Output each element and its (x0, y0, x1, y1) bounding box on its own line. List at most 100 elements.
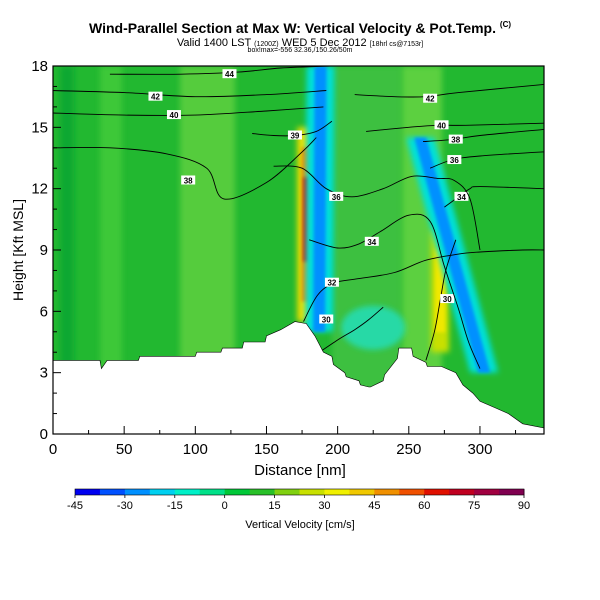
theta-contour-44-14 (109, 66, 331, 75)
colorbar-tick-label-1: -30 (117, 500, 133, 512)
theta-label-38-7: 38 (184, 176, 193, 185)
title-mark: (C) (499, 20, 512, 29)
colorbar-swatch-2 (124, 489, 151, 495)
theta-label-34-3: 34 (367, 238, 376, 247)
colorbar-swatch-16 (474, 489, 500, 495)
theta-label-bg-14 (222, 69, 237, 79)
colorbar-swatch-7 (249, 489, 276, 495)
theta-label-36-5: 36 (332, 193, 341, 202)
y-axis-label: Height [Kft MSL] (10, 199, 26, 301)
colorbar-swatch-14 (424, 489, 450, 495)
theta-label-34-4: 34 (457, 193, 466, 202)
colorbar-swatch-17 (499, 489, 525, 495)
colorbar-swatch-15 (449, 489, 475, 495)
colorbar-frame (74, 488, 525, 496)
theta-label-bg-8 (448, 134, 463, 144)
y-tick-label-3: 9 (40, 242, 48, 259)
theta-label-30-1: 30 (443, 295, 452, 304)
terrain-mask (53, 321, 544, 434)
chart-subtitle: Valid 1400 LST (1200Z) WED 5 Dec 2012 [1… (0, 37, 600, 49)
x-axis-label: Distance [nm] (254, 462, 346, 479)
theta-contour-36-6 (429, 151, 544, 169)
x-tick-label-6: 300 (467, 441, 492, 458)
theta-label-40-11: 40 (437, 121, 446, 130)
title-text: Wind-Parallel Section at Max W: Vertical… (88, 20, 497, 36)
colorbar-tick-label-3: 0 (222, 500, 228, 512)
theta-label-bg-4 (454, 191, 469, 201)
theta-label-32-2: 32 (327, 279, 336, 288)
colorbar-swatch-11 (349, 489, 375, 495)
chart-title: Wind-Parallel Section at Max W: Vertical… (0, 20, 600, 36)
colorbar: -45 -30 -15 0 15 30 45 60 75 90 (67, 488, 530, 512)
theta-label-bg-11 (434, 120, 449, 130)
theta-label-bg-6 (447, 155, 462, 165)
theta-contour-40-10 (53, 106, 324, 116)
theta-contour-42-12 (53, 90, 327, 98)
theta-contour-38-7 (53, 137, 317, 200)
theta-label-bg-5 (329, 191, 344, 201)
x-tick-label-5: 250 (396, 441, 421, 458)
x-tick-label-2: 100 (183, 441, 208, 458)
colorbar-tick-label-4: 15 (268, 500, 280, 512)
colorbar-swatch-3 (149, 489, 176, 495)
theta-contour-32-2 (303, 249, 544, 322)
colorbar-swatch-13 (399, 489, 425, 495)
downdraft-core-1 (313, 66, 327, 332)
theta-label-42-13: 42 (426, 95, 435, 104)
y-tick-label-5: 15 (31, 119, 48, 136)
colorbar-tick-label-0: -45 (67, 500, 83, 512)
y-tick-label-4: 12 (31, 181, 48, 198)
x-tick-label-4: 200 (325, 441, 350, 458)
subtitle-date: WED 5 Dec 2012 (281, 37, 367, 49)
lee-downdraft-region (341, 305, 406, 350)
x-tick-label-0: 0 (49, 441, 57, 458)
colorbar-tick-label-5: 30 (318, 500, 330, 512)
colorbar-tick-label-2: -15 (167, 500, 183, 512)
theta-contours: 30 30 32 34 34 36 36 38 38 39 40 40 42 42 44 (53, 66, 544, 369)
updraft-mid-2 (435, 249, 446, 333)
colorbar-swatch-6 (224, 489, 251, 495)
band-dark-1 (60, 66, 74, 434)
theta-label-38-8: 38 (451, 136, 460, 145)
theta-contour-38-8 (422, 128, 544, 143)
theta-label-bg-10 (166, 110, 181, 120)
colorbar-tick-label-9: 90 (518, 500, 530, 512)
theta-label-bg-9 (287, 130, 302, 140)
y-tick-label-0: 0 (40, 426, 48, 443)
theta-label-40-10: 40 (170, 111, 179, 120)
theta-label-30-0: 30 (322, 316, 331, 325)
theta-label-bg-2 (324, 277, 339, 287)
chart-subtitle-secondary: box!max=-556 32.36,/150.26/50m (247, 47, 353, 54)
theta-contour-30-0 (313, 306, 384, 357)
theta-contour-30-1 (425, 239, 457, 361)
colorbar-tick-label-8: 75 (468, 500, 480, 512)
subtitle-utc: (1200Z) (254, 41, 279, 48)
theta-label-bg-3 (364, 236, 379, 246)
subtitle-model: [18hrl cs@7153r] (369, 41, 424, 48)
theta-label-39-9: 39 (290, 132, 299, 141)
x-tick-label-3: 150 (254, 441, 279, 458)
colorbar-swatch-10 (324, 489, 350, 495)
theta-label-42-12: 42 (151, 93, 160, 102)
colorbar-tick-label-6: 45 (368, 500, 380, 512)
colorbar-swatch-1 (99, 489, 126, 495)
colorbar-tick-label-7: 60 (418, 500, 430, 512)
colorbar-swatch-9 (299, 489, 325, 495)
x-tick-label-1: 50 (116, 441, 133, 458)
theta-label-bg-13 (423, 93, 438, 103)
colorbar-swatch-12 (374, 489, 400, 495)
theta-label-bg-12 (148, 91, 163, 101)
theta-label-bg-0 (319, 314, 334, 324)
colorbar-swatch-8 (274, 489, 300, 495)
theta-contour-36-5 (273, 165, 481, 251)
theta-label-bg-7 (181, 175, 196, 185)
y-tick-label-6: 18 (31, 58, 48, 75)
plot-area: 30 30 32 34 34 36 36 38 38 39 40 40 42 42 44 (53, 66, 544, 434)
colorbar-swatch-5 (199, 489, 226, 495)
y-tick-label-1: 3 (40, 365, 48, 382)
colorbar-label: Vertical Velocity [cm/s] (245, 519, 354, 531)
y-tick-label-2: 6 (40, 303, 48, 320)
band-light-1 (100, 66, 122, 434)
